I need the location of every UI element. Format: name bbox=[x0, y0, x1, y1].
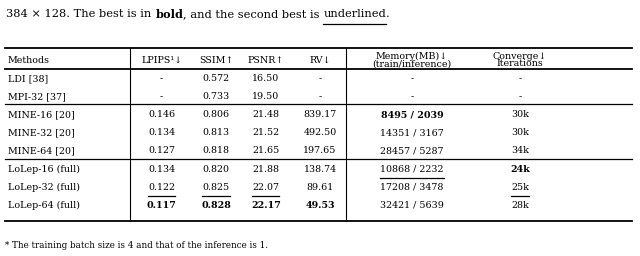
Text: 30k: 30k bbox=[511, 110, 529, 119]
Text: -: - bbox=[160, 92, 163, 101]
Text: -: - bbox=[160, 74, 163, 83]
Text: 21.48: 21.48 bbox=[252, 110, 280, 119]
Text: 28k: 28k bbox=[511, 201, 529, 210]
Text: 0.572: 0.572 bbox=[202, 74, 230, 83]
Text: MINE-64 [20]: MINE-64 [20] bbox=[8, 146, 74, 155]
Text: LoLep-32 (full): LoLep-32 (full) bbox=[8, 183, 80, 192]
Text: MINE-32 [20]: MINE-32 [20] bbox=[8, 128, 74, 137]
Text: MPI-32 [37]: MPI-32 [37] bbox=[8, 92, 65, 101]
Text: 0.122: 0.122 bbox=[148, 183, 175, 192]
Text: 0.806: 0.806 bbox=[202, 110, 230, 119]
Text: Memory(MB)↓: Memory(MB)↓ bbox=[376, 52, 448, 61]
Text: 21.88: 21.88 bbox=[252, 165, 280, 174]
Text: 19.50: 19.50 bbox=[252, 92, 280, 101]
Text: , and the second best is: , and the second best is bbox=[183, 9, 323, 19]
Text: 384 × 128. The best is in: 384 × 128. The best is in bbox=[6, 9, 156, 19]
Text: 22.07: 22.07 bbox=[252, 183, 280, 192]
Text: Iterations: Iterations bbox=[497, 59, 543, 68]
Text: 0.134: 0.134 bbox=[148, 128, 175, 137]
Text: underlined: underlined bbox=[323, 9, 386, 19]
Text: -: - bbox=[410, 74, 414, 83]
Text: 10868 / 2232: 10868 / 2232 bbox=[380, 165, 444, 174]
Text: 21.65: 21.65 bbox=[252, 146, 280, 155]
Text: PSNR↑: PSNR↑ bbox=[248, 56, 284, 65]
Text: 0.146: 0.146 bbox=[148, 110, 175, 119]
Text: bold: bold bbox=[156, 9, 183, 20]
Text: SSIM↑: SSIM↑ bbox=[199, 56, 233, 65]
Text: 0.134: 0.134 bbox=[148, 165, 175, 174]
Text: 138.74: 138.74 bbox=[303, 165, 337, 174]
Text: 16.50: 16.50 bbox=[252, 74, 280, 83]
Text: 89.61: 89.61 bbox=[307, 183, 333, 192]
Text: 49.53: 49.53 bbox=[305, 201, 335, 210]
Text: Converge↓: Converge↓ bbox=[493, 52, 547, 61]
Text: LDI [38]: LDI [38] bbox=[8, 74, 48, 83]
Text: 30k: 30k bbox=[511, 128, 529, 137]
Text: 25k: 25k bbox=[511, 183, 529, 192]
Text: -: - bbox=[518, 74, 522, 83]
Text: 197.65: 197.65 bbox=[303, 146, 337, 155]
Text: 0.813: 0.813 bbox=[202, 128, 230, 137]
Text: 839.17: 839.17 bbox=[303, 110, 337, 119]
Text: RV↓: RV↓ bbox=[309, 56, 331, 65]
Text: 28457 / 5287: 28457 / 5287 bbox=[380, 146, 444, 155]
Text: Methods: Methods bbox=[8, 56, 50, 65]
Text: LPIPS¹↓: LPIPS¹↓ bbox=[141, 56, 182, 65]
Text: 14351 / 3167: 14351 / 3167 bbox=[380, 128, 444, 137]
Text: * The training batch size is 4 and that of the inference is 1.: * The training batch size is 4 and that … bbox=[5, 241, 268, 250]
Text: 492.50: 492.50 bbox=[303, 128, 337, 137]
Text: 22.17: 22.17 bbox=[251, 201, 281, 210]
Text: -: - bbox=[410, 92, 414, 101]
Text: 8495 / 2039: 8495 / 2039 bbox=[381, 110, 444, 119]
Text: (train/inference): (train/inference) bbox=[372, 59, 452, 68]
Text: -: - bbox=[518, 92, 522, 101]
Text: LoLep-64 (full): LoLep-64 (full) bbox=[8, 201, 80, 210]
Text: 34k: 34k bbox=[511, 146, 529, 155]
Text: 21.52: 21.52 bbox=[252, 128, 280, 137]
Text: 0.117: 0.117 bbox=[147, 201, 177, 210]
Text: -: - bbox=[318, 74, 322, 83]
Text: 0.828: 0.828 bbox=[201, 201, 231, 210]
Text: 0.127: 0.127 bbox=[148, 146, 175, 155]
Text: LoLep-16 (full): LoLep-16 (full) bbox=[8, 164, 80, 174]
Text: .: . bbox=[386, 9, 390, 19]
Text: 0.818: 0.818 bbox=[202, 146, 230, 155]
Text: 17208 / 3478: 17208 / 3478 bbox=[380, 183, 444, 192]
Text: -: - bbox=[318, 92, 322, 101]
Text: 0.733: 0.733 bbox=[202, 92, 230, 101]
Text: 24k: 24k bbox=[510, 165, 530, 174]
Text: MINE-16 [20]: MINE-16 [20] bbox=[8, 110, 74, 119]
Text: 0.825: 0.825 bbox=[202, 183, 230, 192]
Text: 32421 / 5639: 32421 / 5639 bbox=[380, 201, 444, 210]
Text: 0.820: 0.820 bbox=[202, 165, 230, 174]
